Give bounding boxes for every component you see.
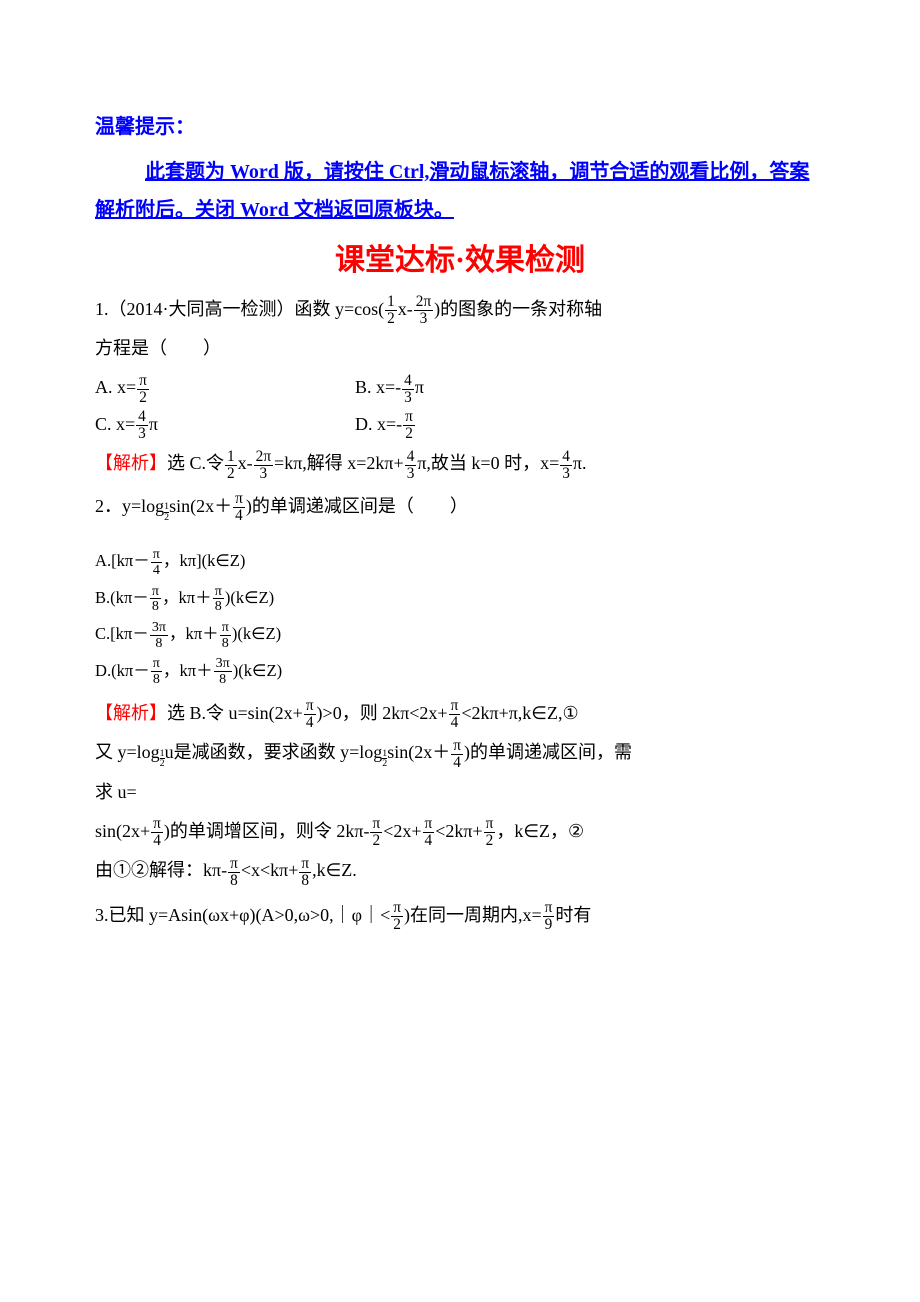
q2-answer-line3: 求 u=: [95, 774, 825, 810]
q1-stem-line1: 1.（2014·大同高一检测）函数 y=cos(12x-2π3)的图象的一条对称…: [95, 291, 825, 327]
q2-answer-line5: 由①②解得：kπ-π8<x<kπ+π8,k∈Z.: [95, 852, 825, 888]
answer-label: 【解析】: [95, 453, 167, 473]
q1-stem-line2: 方程是（ ）: [95, 330, 825, 366]
content-body: 1.（2014·大同高一检测）函数 y=cos(12x-2π3)的图象的一条对称…: [95, 291, 825, 933]
document-page: 温馨提示： 此套题为 Word 版，请按住 Ctrl,滑动鼠标滚轴，调节合适的观…: [0, 0, 920, 976]
q2-stem: 2．y=log12sin(2x＋π4)的单调递减区间是（ ）: [95, 488, 825, 524]
q2-option-c: C.[kπ－3π8，kπ＋π8)(k∈Z): [95, 617, 825, 650]
q1-options-row2: C. x=43π D. x=-π2: [95, 406, 825, 442]
q1-option-b: B. x=-43π: [355, 369, 615, 405]
q1-options-row1: A. x=π2 B. x=-43π: [95, 369, 825, 405]
q1-text-a: 1.（2014·大同高一检测）函数 y=cos(: [95, 299, 384, 319]
q1-text-b: x-: [398, 299, 413, 319]
q1-text-c: )的图象的一条对称轴: [434, 299, 602, 319]
fraction: 2π3: [414, 294, 433, 327]
q2-option-a: A.[kπ－π4，kπ](k∈Z): [95, 544, 825, 577]
section-title: 课堂达标·效果检测: [95, 235, 825, 279]
tip-body: 此套题为 Word 版，请按住 Ctrl,滑动鼠标滚轴，调节合适的观看比例，答案…: [95, 153, 825, 229]
q2-answer-line1: 【解析】选 B.令 u=sin(2x+π4)>0，则 2kπ<2x+π4<2kπ…: [95, 695, 825, 731]
q2-answer-line4: sin(2x+π4)的单调增区间，则令 2kπ-π2<2x+π4<2kπ+π2，…: [95, 813, 825, 849]
q1-option-c: C. x=43π: [95, 406, 355, 442]
q3-stem: 3.已知 y=Asin(ωx+φ)(A>0,ω>0,｜φ｜<π2)在同一周期内,…: [95, 897, 825, 933]
q2-option-d: D.(kπ－π8，kπ＋3π8)(k∈Z): [95, 654, 825, 687]
tip-header: 温馨提示：: [95, 110, 825, 139]
answer-label: 【解析】: [95, 703, 167, 723]
q1-option-d: D. x=-π2: [355, 406, 615, 442]
q2-option-b: B.(kπ－π8，kπ＋π8)(k∈Z): [95, 581, 825, 614]
fraction: 12: [385, 294, 397, 327]
q1-answer: 【解析】选 C.令12x-2π3=kπ,解得 x=2kπ+43π,故当 k=0 …: [95, 445, 825, 481]
q1-option-a: A. x=π2: [95, 369, 355, 405]
q2-answer-line2: 又 y=log12u是减函数，要求函数 y=log12sin(2x＋π4)的单调…: [95, 734, 825, 770]
